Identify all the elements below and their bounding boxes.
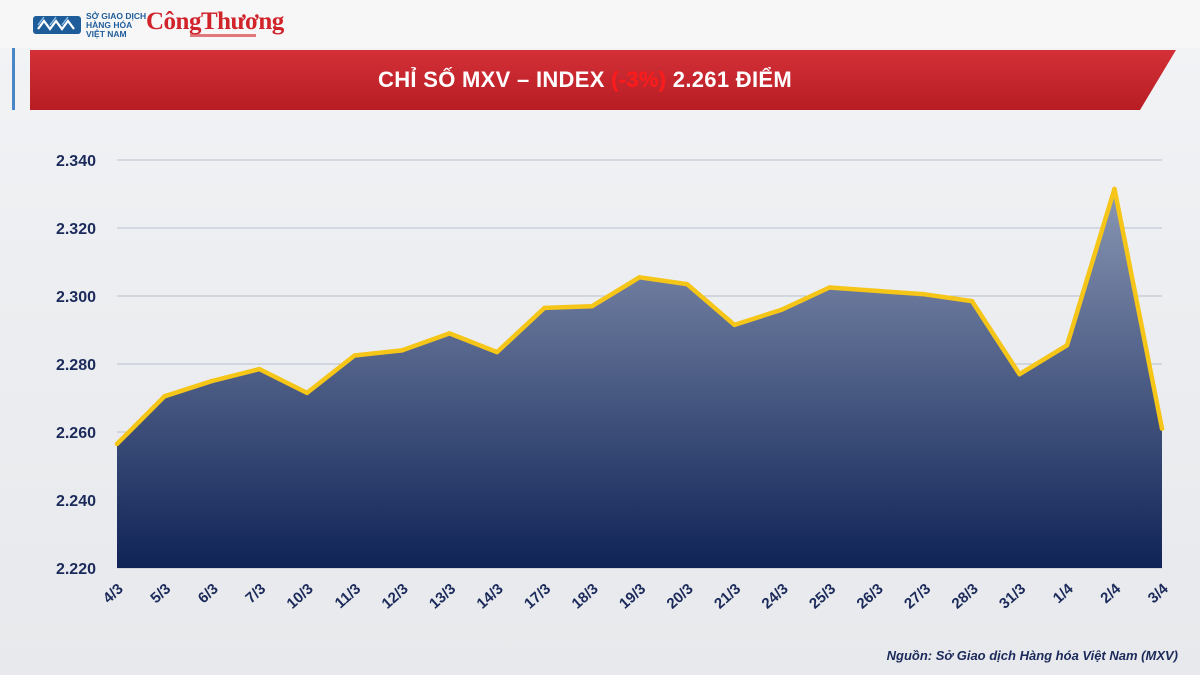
y-tick-label: 2.260 — [56, 425, 96, 442]
x-tick-label: 7/3 — [242, 580, 269, 607]
data-point — [874, 288, 880, 294]
mxv-logo: SỞ GIAO DỊCH HÀNG HÓA VIỆT NAM — [32, 10, 148, 40]
title-banner — [30, 50, 1176, 110]
x-tick-label: 18/3 — [569, 580, 602, 612]
x-tick-label: 31/3 — [996, 580, 1029, 612]
top-bar: SỞ GIAO DỊCH HÀNG HÓA VIỆT NAM CôngThươn… — [0, 0, 1200, 48]
data-point — [399, 348, 405, 353]
x-tick-label: 26/3 — [854, 580, 887, 612]
x-tick-label: 1/4 — [1050, 580, 1077, 607]
y-tick-label: 2.240 — [56, 493, 96, 510]
data-point — [589, 304, 595, 309]
x-tick-label: 20/3 — [664, 580, 697, 612]
brand-underline — [190, 34, 256, 37]
y-tick-label: 2.320 — [56, 221, 96, 238]
data-point — [1112, 186, 1117, 192]
x-tick-label: 6/3 — [195, 580, 222, 607]
chart-title: CHỈ SỐ MXV – INDEX (-3%) 2.261 ĐIỂM — [30, 50, 1140, 110]
x-tick-label: 11/3 — [332, 580, 364, 612]
y-tick-label: 2.300 — [56, 289, 96, 306]
data-point — [209, 378, 215, 384]
data-point — [352, 353, 357, 358]
x-tick-label: 17/3 — [521, 580, 554, 612]
data-point — [114, 441, 120, 447]
x-tick-label: 28/3 — [949, 580, 982, 612]
data-point — [162, 394, 167, 399]
mxv-logo-text: SỞ GIAO DỊCH HÀNG HÓA VIỆT NAM — [86, 10, 148, 39]
y-tick-label: 2.340 — [56, 153, 96, 170]
title-prefix: CHỈ SỐ MXV – INDEX — [378, 67, 612, 92]
title-value: 2.261 ĐIỂM — [666, 67, 792, 92]
logo-line-2: HÀNG HÓA — [86, 19, 133, 30]
x-tick-label: 10/3 — [284, 580, 317, 612]
x-tick-label: 14/3 — [474, 580, 507, 612]
x-tick-label: 4/3 — [100, 580, 127, 607]
x-tick-label: 12/3 — [379, 580, 412, 612]
mxv-logo-icon — [33, 16, 81, 34]
data-point — [1064, 343, 1070, 348]
cong-thuong-logo: CôngThương — [146, 8, 284, 35]
logo-line-3: VIỆT NAM — [86, 28, 127, 39]
x-tick-label: 21/3 — [711, 580, 744, 612]
data-point — [732, 322, 737, 328]
area-fill — [117, 188, 1162, 568]
x-tick-label: 27/3 — [901, 580, 934, 612]
x-tick-label: 24/3 — [759, 580, 792, 612]
source-note: Nguồn: Sở Giao dịch Hàng hóa Việt Nam (M… — [886, 648, 1178, 663]
y-tick-label: 2.280 — [56, 357, 96, 374]
x-tick-label: 13/3 — [426, 580, 459, 612]
x-tick-label: 3/4 — [1145, 580, 1172, 607]
data-point — [827, 285, 832, 290]
x-tick-label: 25/3 — [806, 580, 839, 612]
logo-line-1: SỞ GIAO DỊCH — [86, 10, 147, 21]
data-point — [922, 292, 927, 297]
data-point — [969, 298, 975, 304]
data-point — [447, 331, 452, 336]
data-point — [1017, 372, 1022, 377]
x-tick-label: 5/3 — [147, 580, 174, 607]
x-tick-label: 2/4 — [1097, 580, 1124, 607]
title-change: (-3%) — [611, 67, 667, 92]
data-point — [257, 366, 262, 372]
data-point — [1159, 426, 1165, 431]
data-point — [304, 390, 310, 396]
x-tick-label: 19/3 — [616, 580, 649, 612]
y-tick-label: 2.220 — [56, 561, 96, 578]
data-point — [779, 307, 785, 312]
data-point — [494, 349, 500, 355]
data-point — [637, 275, 642, 280]
data-point — [684, 281, 690, 287]
data-point — [542, 305, 547, 311]
